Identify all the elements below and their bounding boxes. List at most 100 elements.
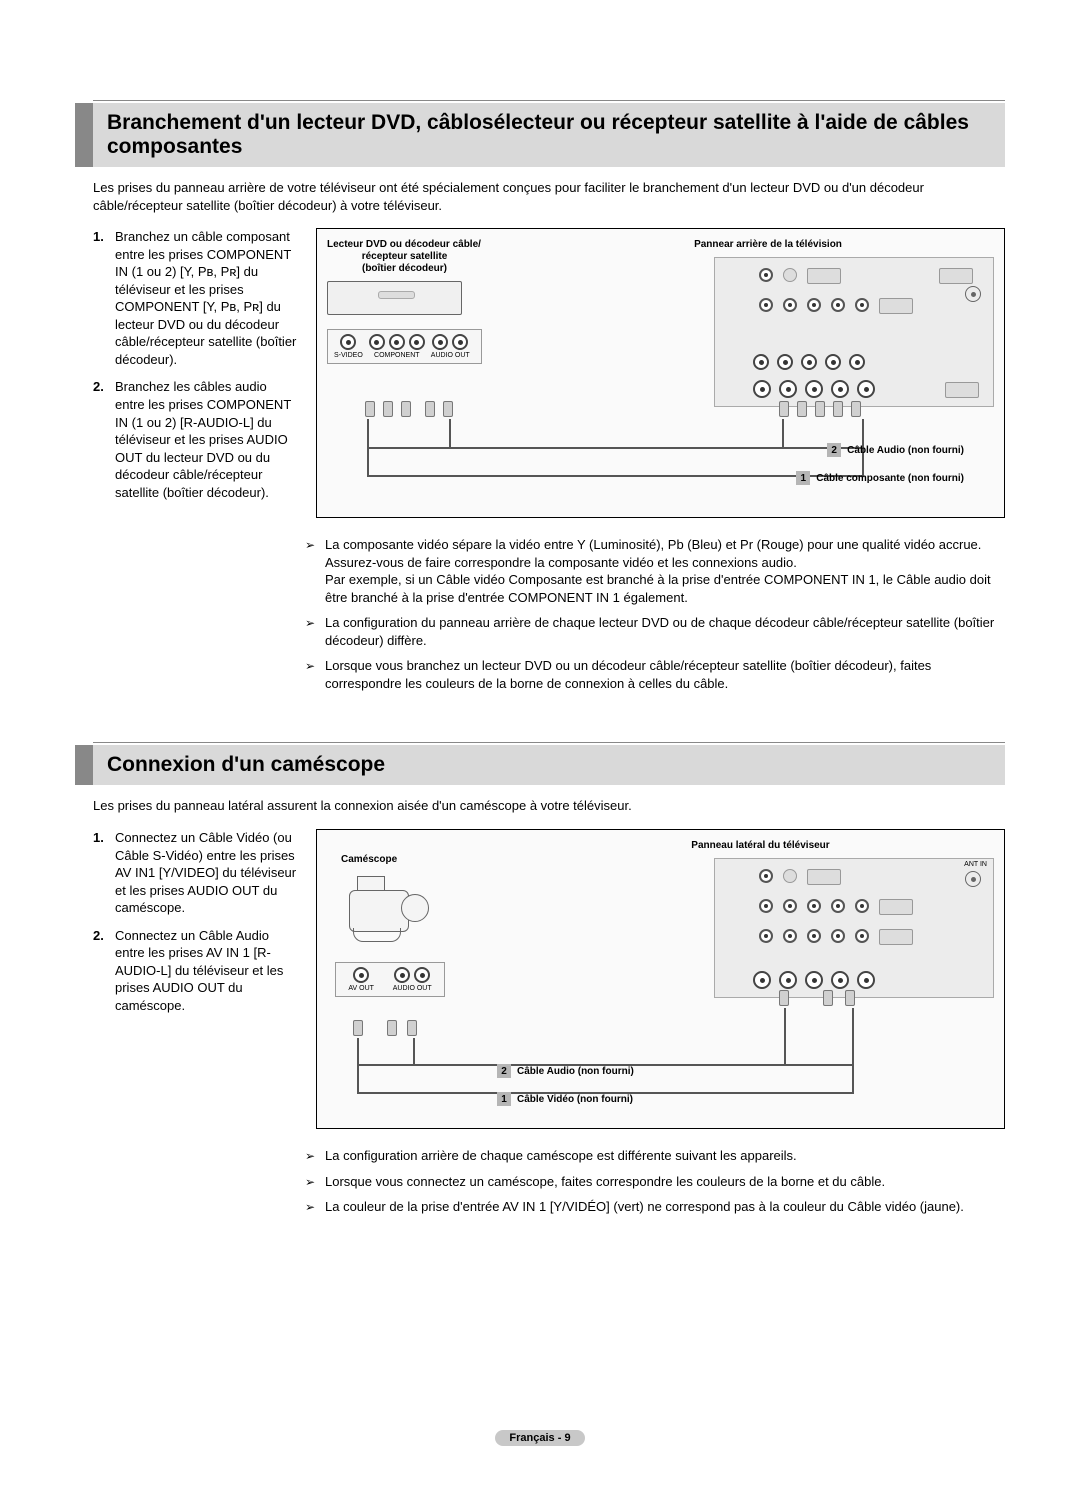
jack-icon bbox=[353, 967, 369, 983]
jack-icon bbox=[369, 334, 385, 350]
heading-accent-bar bbox=[75, 103, 93, 167]
tv-port-icon bbox=[855, 298, 869, 312]
heading-rule bbox=[93, 742, 1005, 743]
connection-diagram: Caméscope AV OUT bbox=[316, 829, 1005, 1129]
cable-line bbox=[449, 419, 451, 447]
tv-port-icon bbox=[807, 298, 821, 312]
jack-icon bbox=[394, 967, 410, 983]
cable-line bbox=[367, 475, 864, 477]
cable-number-badge: 2 bbox=[497, 1064, 511, 1078]
tv-port-icon bbox=[807, 929, 821, 943]
jack-label: S-VIDEO bbox=[334, 352, 363, 359]
steps-list: Connectez un Câble Vidéo (ou Câble S-Vid… bbox=[93, 829, 298, 1014]
device-label-line: Lecteur DVD ou décodeur câble/ bbox=[327, 239, 482, 251]
heading-rule bbox=[93, 100, 1005, 101]
cable-plug-icon bbox=[833, 401, 843, 417]
diagram-column: Lecteur DVD ou décodeur câble/ récepteur… bbox=[316, 228, 1005, 518]
jack-label: AUDIO OUT bbox=[431, 352, 470, 359]
diagram-column: Caméscope AV OUT bbox=[316, 829, 1005, 1129]
tv-panel-label: Panneau latéral du téléviseur bbox=[527, 840, 994, 852]
device-label-line: récepteur satellite bbox=[327, 251, 482, 263]
section2-heading: Connexion d'un caméscope bbox=[93, 745, 1005, 785]
tv-port-icon bbox=[759, 899, 773, 913]
note: Lorsque vous connectez un caméscope, fai… bbox=[305, 1173, 1005, 1191]
cable-plug-icon bbox=[407, 1020, 417, 1036]
steps-list: Branchez un câble composant entre les pr… bbox=[93, 228, 298, 501]
page-footer: Français - 9 bbox=[0, 1428, 1080, 1446]
section2-intro: Les prises du panneau latéral assurent l… bbox=[93, 797, 1005, 815]
step-item: Connectez un Câble Vidéo (ou Câble S-Vid… bbox=[93, 829, 298, 917]
cable-number-badge: 2 bbox=[827, 443, 841, 457]
antenna-port-icon bbox=[965, 286, 981, 302]
section2-content: Connectez un Câble Vidéo (ou Câble S-Vid… bbox=[93, 829, 1005, 1129]
tv-port-icon bbox=[807, 869, 841, 885]
cable-note-text: Câble Audio (non fourni) bbox=[847, 445, 964, 456]
jack-icon bbox=[409, 334, 425, 350]
cable-plug-icon bbox=[845, 990, 855, 1006]
jack-icon bbox=[452, 334, 468, 350]
cable-note-text: Câble Vidéo (non fourni) bbox=[517, 1094, 633, 1105]
cable-number-badge: 1 bbox=[497, 1092, 511, 1106]
tv-port-icon bbox=[759, 298, 773, 312]
cable-line bbox=[367, 419, 369, 477]
tv-side-panel-icon: ANT IN bbox=[714, 858, 994, 998]
note: La couleur de la prise d'entrée AV IN 1 … bbox=[305, 1198, 1005, 1216]
jack-icon bbox=[779, 971, 797, 989]
heading-row: Connexion d'un caméscope bbox=[75, 745, 1005, 785]
jack-icon bbox=[389, 334, 405, 350]
section1-content: Branchez un câble composant entre les pr… bbox=[93, 228, 1005, 518]
cable-line bbox=[367, 447, 864, 449]
jack-icon bbox=[857, 380, 875, 398]
tv-port-icon bbox=[945, 382, 979, 398]
cable-line bbox=[413, 1038, 415, 1064]
jack-icon bbox=[857, 971, 875, 989]
footer-page: 9 bbox=[564, 1432, 570, 1444]
jack-label: COMPONENT bbox=[374, 352, 420, 359]
cable-plug-icon bbox=[387, 1020, 397, 1036]
note: Lorsque vous branchez un lecteur DVD ou … bbox=[305, 657, 1005, 692]
tv-panel-label: Pannear arrière de la télévision bbox=[542, 239, 994, 251]
jack-icon bbox=[831, 380, 849, 398]
jack-icon bbox=[777, 354, 793, 370]
source-device: Lecteur DVD ou décodeur câble/ récepteur… bbox=[327, 239, 482, 364]
device-label: Lecteur DVD ou décodeur câble/ récepteur… bbox=[327, 239, 482, 275]
cable-line bbox=[784, 1008, 786, 1064]
tv-port-icon bbox=[831, 929, 845, 943]
cable-line bbox=[852, 1008, 854, 1094]
connection-diagram: Lecteur DVD ou décodeur câble/ récepteur… bbox=[316, 228, 1005, 518]
heading-block: Connexion d'un caméscope bbox=[75, 742, 1005, 785]
cable-note-audio: 2 Câble Audio (non fourni) bbox=[497, 1064, 634, 1078]
jack-icon bbox=[753, 380, 771, 398]
tv-side: Pannear arrière de la télévision bbox=[502, 239, 994, 407]
heading-block: Branchement d'un lecteur DVD, câblosélec… bbox=[75, 100, 1005, 167]
section1-notes: La composante vidéo sépare la vidéo entr… bbox=[305, 536, 1005, 692]
heading-row: Branchement d'un lecteur DVD, câblosélec… bbox=[75, 103, 1005, 167]
footer-lang: Français - bbox=[509, 1432, 561, 1444]
tv-port-icon bbox=[855, 929, 869, 943]
device-jack-strip: AV OUT AUDIO OUT bbox=[335, 962, 445, 997]
antenna-label: ANT IN bbox=[964, 861, 987, 868]
jack-icon bbox=[753, 354, 769, 370]
cable-plug-icon bbox=[815, 401, 825, 417]
tv-component-row bbox=[753, 354, 865, 370]
cable-line bbox=[782, 419, 784, 447]
tv-av-row bbox=[753, 971, 875, 989]
tv-port-icon bbox=[783, 899, 797, 913]
tv-port-icon bbox=[783, 869, 797, 883]
jack-icon bbox=[805, 380, 823, 398]
heading-accent-bar bbox=[75, 745, 93, 785]
note: La configuration du panneau arrière de c… bbox=[305, 614, 1005, 649]
jack-icon bbox=[805, 971, 823, 989]
cable-plug-icon bbox=[401, 401, 411, 417]
tv-port-icon bbox=[807, 268, 841, 284]
dvd-player-icon bbox=[327, 281, 462, 315]
cable-plug-icon bbox=[365, 401, 375, 417]
device-jack-strip: S-VIDEO COMPONENT bbox=[327, 329, 482, 364]
cable-plug-icon bbox=[425, 401, 435, 417]
jack-label: AV OUT bbox=[348, 985, 374, 992]
source-device: Caméscope AV OUT bbox=[327, 840, 467, 997]
tv-port-icon bbox=[759, 929, 773, 943]
jack-icon bbox=[779, 380, 797, 398]
tv-port-icon bbox=[759, 869, 773, 883]
tv-port-icon bbox=[807, 899, 821, 913]
